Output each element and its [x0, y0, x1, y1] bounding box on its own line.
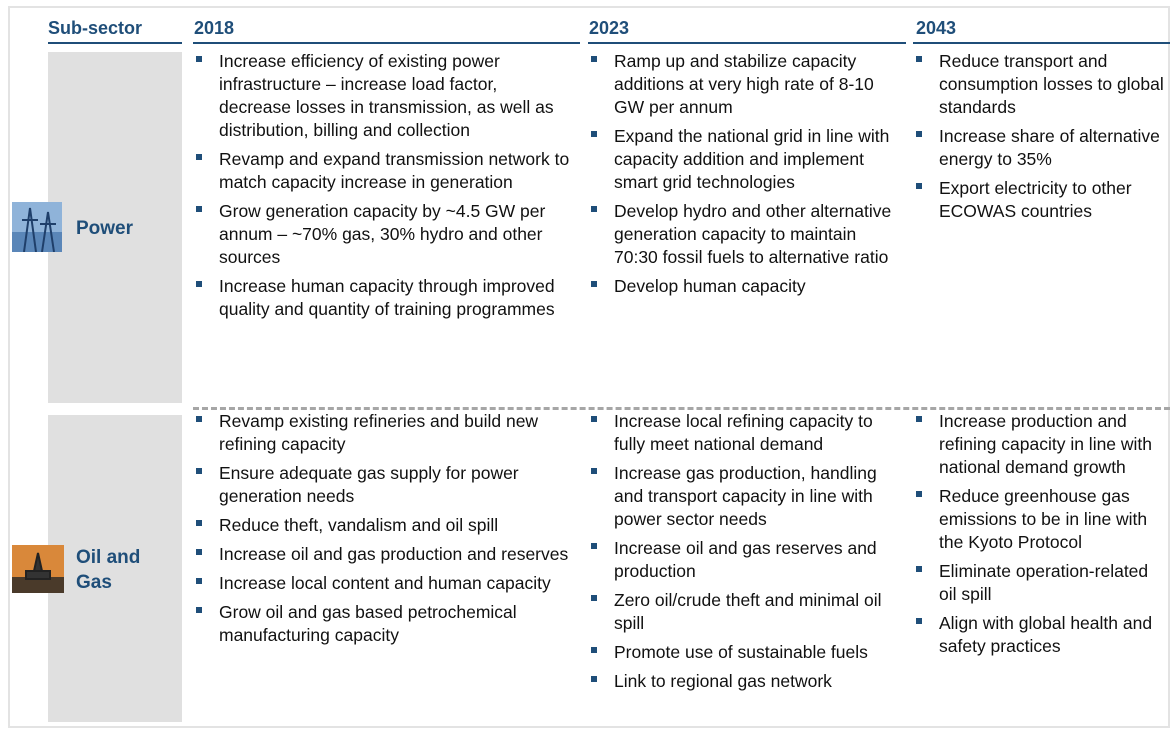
bullet-item: Reduce theft, vandalism and oil spill [193, 514, 573, 537]
header-rule [48, 42, 182, 44]
bullet-item: Reduce transport and consumption losses … [913, 50, 1170, 119]
sector-label: Oil and Gas [76, 547, 141, 593]
header-rule [193, 42, 580, 44]
bullet-item: Grow generation capacity by ~4.5 GW per … [193, 200, 573, 269]
bullet-item: Develop human capacity [588, 275, 900, 298]
header-cell: Sub-sector [48, 18, 143, 38]
header-cell: 2018 [194, 18, 235, 38]
bullet-item: Link to regional gas network [588, 670, 900, 693]
header-cell: 2043 [916, 18, 957, 38]
power-icon [12, 202, 62, 252]
bullet-item: Increase human capacity through improved… [193, 275, 573, 321]
sector-label: Power [76, 218, 134, 239]
bullet-item: Align with global health and safety prac… [913, 612, 1170, 658]
bullet-item: Increase share of alternative energy to … [913, 125, 1170, 171]
bullet-item: Develop hydro and other alternative gene… [588, 200, 900, 269]
bullet-item: Expand the national grid in line with ca… [588, 125, 900, 194]
bullet-item: Increase efficiency of existing power in… [193, 50, 573, 142]
cell: Increase production and refining capacit… [913, 410, 1170, 664]
cell: Increase efficiency of existing power in… [193, 50, 573, 327]
bullet-item: Increase oil and gas production and rese… [193, 543, 573, 566]
bullet-item: Revamp existing refineries and build new… [193, 410, 573, 456]
bullet-item: Promote use of sustainable fuels [588, 641, 900, 664]
cell: Increase local refining capacity to full… [588, 410, 900, 699]
bullet-item: Revamp and expand transmission network t… [193, 148, 573, 194]
oil-icon [12, 545, 64, 593]
bullet-item: Export electricity to other ECOWAS count… [913, 177, 1170, 223]
header-rule [588, 42, 906, 44]
cell: Revamp existing refineries and build new… [193, 410, 573, 653]
bullet-item: Increase oil and gas reserves and produc… [588, 537, 900, 583]
bullet-item: Increase local content and human capacit… [193, 572, 573, 595]
header-rule [913, 42, 1170, 44]
header-cell: 2023 [589, 18, 630, 38]
row-divider [193, 407, 1170, 410]
frame [8, 6, 1170, 728]
bullet-item: Ramp up and stabilize capacity additions… [588, 50, 900, 119]
bullet-item: Zero oil/crude theft and minimal oil spi… [588, 589, 900, 635]
sector-box [48, 52, 182, 403]
sector-box [48, 415, 182, 722]
bullet-item: Increase gas production, handling and tr… [588, 462, 900, 531]
cell: Ramp up and stabilize capacity additions… [588, 50, 900, 304]
bullet-item: Eliminate operation-related oil spill [913, 560, 1170, 606]
bullet-item: Increase local refining capacity to full… [588, 410, 900, 456]
bullet-item: Ensure adequate gas supply for power gen… [193, 462, 573, 508]
bullet-item: Increase production and refining capacit… [913, 410, 1170, 479]
bullet-item: Grow oil and gas based petrochemical man… [193, 601, 573, 647]
cell: Reduce transport and consumption losses … [913, 50, 1170, 229]
bullet-item: Reduce greenhouse gas emissions to be in… [913, 485, 1170, 554]
